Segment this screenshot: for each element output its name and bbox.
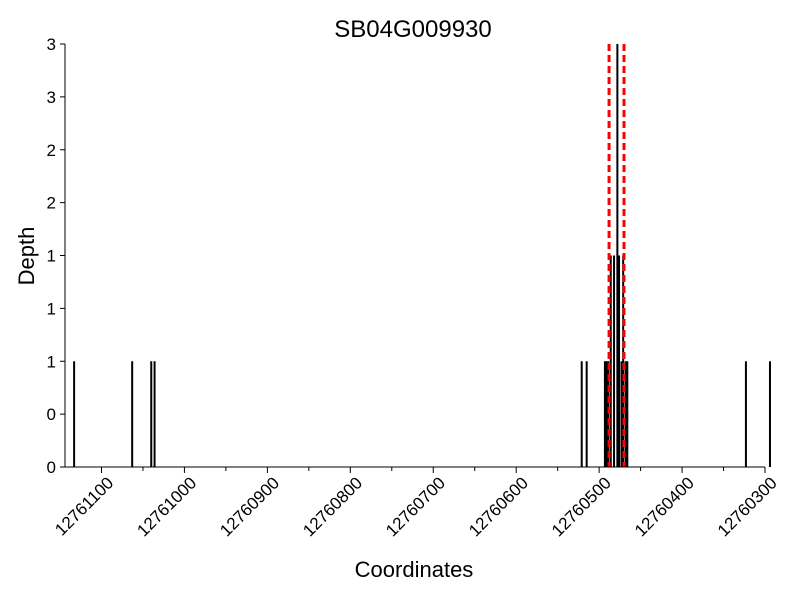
y-tick-label: 3 [47,35,56,54]
y-tick-label: 3 [47,88,56,107]
axes-layer [64,44,765,468]
x-tick-label: 12760600 [465,473,532,540]
x-tick-label: 12761000 [133,473,200,540]
chart-title: SB04G009930 [334,16,491,43]
y-ticks-layer: 0 0 1 1 1 2 2 3 3 [47,35,65,477]
y-tick-label: 0 [47,458,56,477]
reference-lines-layer [607,44,626,467]
y-tick-label: 0 [47,405,56,424]
y-tick-label: 1 [47,352,56,371]
x-tick-label: 12760700 [382,473,449,540]
x-tick-label: 12760900 [216,473,283,540]
bars-layer [73,44,771,467]
x-tick-label: 12760500 [548,473,615,540]
x-tick-label: 12760800 [299,473,366,540]
x-ticks-layer: 12761100 12761000 12760900 12760800 12760700… [51,467,781,540]
x-tick-label: 12760300 [714,473,781,540]
y-tick-label: 2 [47,194,56,213]
x-tick-label: 12760400 [631,473,698,540]
y-tick-label: 2 [47,141,56,160]
y-axis-label: Depth [14,227,39,286]
y-tick-label: 1 [47,299,56,318]
y-tick-label: 1 [47,247,56,266]
x-axis-label: Coordinates [355,557,474,582]
x-tick-label: 12761100 [51,473,117,539]
